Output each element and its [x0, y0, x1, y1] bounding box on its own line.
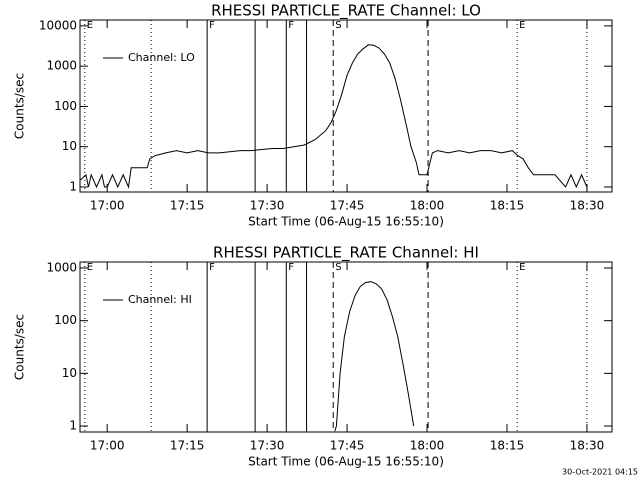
x-tick-label: 18:00 — [410, 199, 445, 213]
y-tick-label: 10 — [62, 139, 77, 153]
y-tick-label: 10 — [62, 366, 77, 380]
x-tick-label: 17:45 — [330, 199, 365, 213]
x-tick-label: 17:15 — [170, 439, 205, 453]
event-label: E — [519, 20, 525, 31]
x-tick-label: 18:00 — [410, 439, 445, 453]
event-label: F — [288, 20, 294, 31]
data-line — [80, 44, 588, 189]
x-axis-title: Start Time (06-Aug-15 16:55:10) — [248, 215, 444, 229]
event-label: F — [209, 20, 215, 31]
y-tick-label: 100 — [54, 99, 77, 113]
y-axis-title: Counts/sec — [13, 314, 27, 380]
x-tick-label: 17:00 — [90, 199, 125, 213]
event-label: F — [288, 262, 294, 273]
x-tick-label: 17:30 — [250, 199, 285, 213]
chart-title: RHESSI PARTICLE_RATE Channel: LO — [211, 2, 481, 21]
legend-label: Channel: HI — [128, 293, 192, 306]
y-tick-label: 10000 — [39, 18, 77, 32]
y-tick-label: 1000 — [46, 261, 77, 275]
event-label: E — [87, 20, 93, 31]
data-line — [334, 281, 415, 432]
x-tick-label: 17:15 — [170, 199, 205, 213]
plot-frame — [79, 261, 613, 433]
y-tick-label: 1 — [69, 419, 77, 433]
timestamp: 30-Oct-2021 04:15 — [562, 468, 638, 477]
event-label: F — [209, 262, 215, 273]
y-tick-label: 100 — [54, 313, 77, 327]
event-label: E — [87, 262, 93, 273]
y-axis-title: Counts/sec — [13, 73, 27, 139]
x-tick-label: 17:30 — [250, 439, 285, 453]
x-tick-label: 17:45 — [330, 439, 365, 453]
chart-title: RHESSI PARTICLE_RATE Channel: HI — [213, 244, 479, 263]
event-label: E — [519, 262, 525, 273]
event-label: S — [335, 20, 341, 31]
x-tick-label: 17:00 — [90, 439, 125, 453]
plot-frame — [79, 19, 613, 193]
x-tick-label: 18:30 — [570, 439, 605, 453]
x-tick-label: 18:15 — [490, 199, 525, 213]
y-tick-label: 1000 — [46, 59, 77, 73]
y-tick-label: 1 — [69, 179, 77, 193]
legend-label: Channel: LO — [128, 51, 195, 64]
x-axis-title: Start Time (06-Aug-15 16:55:10) — [248, 455, 444, 469]
x-tick-label: 18:15 — [490, 439, 525, 453]
x-tick-label: 18:30 — [570, 199, 605, 213]
event-label: S — [335, 262, 341, 273]
